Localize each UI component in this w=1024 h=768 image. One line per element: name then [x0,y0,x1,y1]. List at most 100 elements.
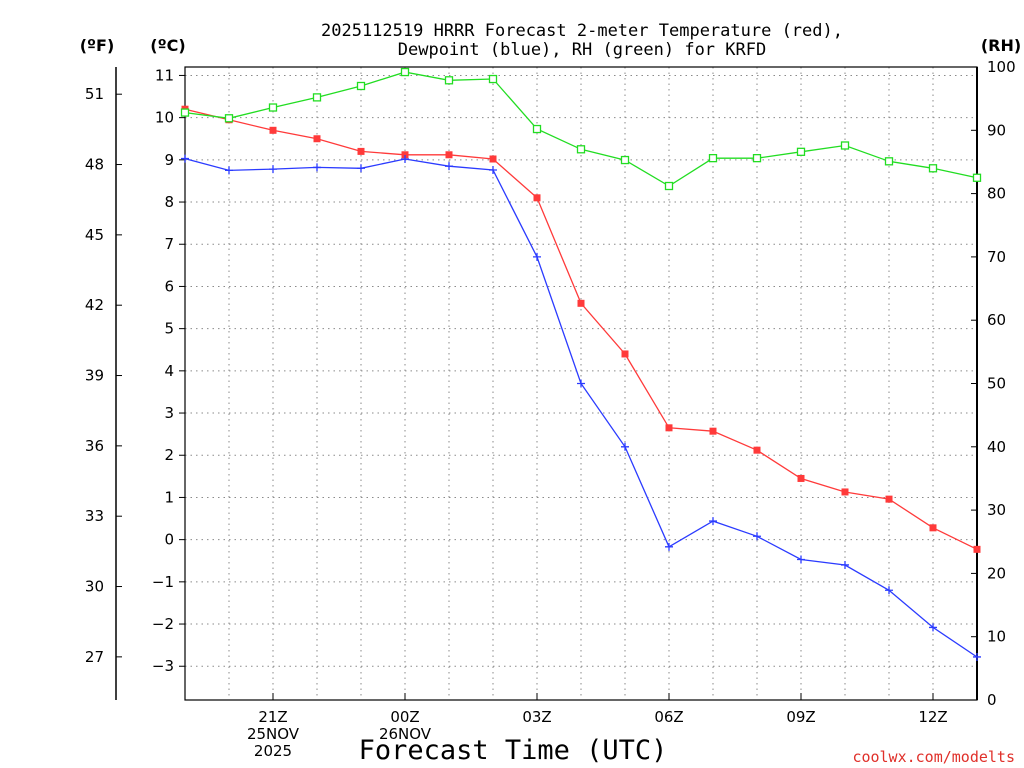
dewpoint-point-10 [621,442,629,451]
rh-point-13 [752,154,762,163]
dewpoint-point-14 [797,555,805,564]
rh-point-14 [796,147,806,156]
x-tick-label-0-0: 21Z [258,708,287,726]
dewpoint-point-6 [445,162,453,171]
temperature-point-15 [841,488,849,496]
temperature-point-18 [973,545,981,553]
celsius-tick-label-5: 6 [164,277,174,295]
dewpoint-point-17 [929,623,937,632]
rh-point-4 [356,81,366,91]
chart-title-line-2: Dewpoint (blue), RH (green) for KRFD [398,40,766,60]
rh-point-9 [576,145,586,154]
temperature-point-14 [797,474,805,482]
dewpoint-point-12 [709,517,717,526]
dewpoint-point-0 [181,154,189,163]
x-tick-label-4-0: 09Z [786,708,815,726]
temperature-point-2 [269,126,277,134]
dewpoint-point-4 [357,164,365,173]
x-tick-label-1-0: 00Z [390,708,419,726]
dewpoint-point-13 [753,532,761,541]
celsius-tick-label-10: 1 [164,488,174,506]
rh-point-3 [312,93,322,102]
rh-tick-label-6: 40 [987,438,1006,456]
temperature-point-5 [401,151,409,159]
x-tick-label-2-0: 03Z [522,708,551,726]
rh-tick-label-2: 80 [987,185,1006,203]
celsius-tick-label-4: 7 [164,235,174,253]
dewpoint-point-1 [225,166,233,175]
x-tick-label-5-0: 12Z [918,708,947,726]
rh-point-6 [444,76,454,85]
celsius-axis-label: (ºC) [150,36,185,55]
rh-tick-label-0: 100 [987,58,1016,76]
rh-point-2 [268,103,278,112]
rh-tick-label-1: 90 [987,121,1006,139]
temperature-point-10 [621,350,629,358]
temperature-point-12 [709,427,717,435]
rh-tick-label-5: 50 [987,375,1006,393]
temperature-point-17 [929,524,937,532]
dewpoint-point-5 [401,154,409,163]
fahrenheit-axis-label: (ºF) [80,36,115,55]
rh-point-15 [840,141,850,150]
temperature-point-11 [665,424,673,432]
celsius-tick-label-2: 9 [164,151,174,169]
celsius-tick-label-14: −3 [152,657,174,675]
rh-point-17 [928,164,938,173]
fahrenheit-tick-label-4: 39 [85,367,104,385]
rh-tick-label-7: 30 [987,501,1006,519]
rh-point-1 [224,114,234,123]
dewpoint-point-9 [577,379,585,388]
rh-tick-label-3: 70 [987,248,1006,266]
temperature-point-9 [577,299,585,307]
x-axis-label: Forecast Time (UTC) [359,735,668,766]
celsius-tick-label-9: 2 [164,446,174,464]
fahrenheit-tick-label-8: 27 [85,648,104,666]
celsius-tick-label-1: 10 [155,109,174,127]
temperature-point-3 [313,135,321,143]
fahrenheit-tick-label-3: 42 [85,296,104,314]
ticks: 11109876543210−1−2−351484542393633302710… [85,58,1016,760]
fahrenheit-tick-label-5: 36 [85,437,104,455]
source-credit: coolwx.com/modelts [852,748,1015,766]
celsius-tick-label-11: 0 [164,531,174,549]
dewpoint-point-18 [973,652,981,661]
temperature-point-16 [885,495,893,503]
fahrenheit-tick-label-1: 48 [85,156,104,174]
x-tick-label-1-1: 26NOV [379,725,432,743]
fahrenheit-tick-label-7: 30 [85,578,104,596]
fahrenheit-tick-label-2: 45 [85,226,104,244]
rh-point-16 [884,157,894,166]
rh-tick-label-9: 10 [987,628,1006,646]
rh-point-12 [708,154,718,163]
labels: 2025112519 HRRR Forecast 2-meter Tempera… [80,21,1021,766]
temperature-point-7 [489,155,497,163]
rh-point-7 [488,74,498,84]
temperature-point-8 [533,194,541,202]
celsius-tick-label-12: −1 [152,573,174,591]
series-layer [180,67,982,661]
temperature-point-6 [445,151,453,159]
celsius-tick-label-8: 3 [164,404,174,422]
celsius-tick-label-6: 5 [164,320,174,338]
temperature-line [184,108,978,550]
rh-point-10 [620,155,630,165]
dewpoint-point-16 [885,586,893,595]
x-tick-label-0-2: 2025 [254,742,292,760]
rh-axis-label: (RH) [981,36,1021,55]
rh-point-8 [532,124,542,134]
x-tick-label-3-0: 06Z [654,708,683,726]
chart-title-line-1: 2025112519 HRRR Forecast 2-meter Tempera… [321,21,843,41]
x-tick-label-0-1: 25NOV [247,725,300,743]
rh-tick-label-10: 0 [987,691,997,709]
fahrenheit-tick-label-0: 51 [85,85,104,103]
rh-tick-label-8: 20 [987,564,1006,582]
rh-tick-label-4: 60 [987,311,1006,329]
temperature-point-4 [357,147,365,155]
celsius-tick-label-0: 11 [155,66,174,84]
dewpoint-point-11 [665,542,673,551]
fahrenheit-tick-label-6: 33 [85,507,104,525]
rh-point-5 [400,67,410,77]
dewpoint-point-15 [841,560,849,569]
